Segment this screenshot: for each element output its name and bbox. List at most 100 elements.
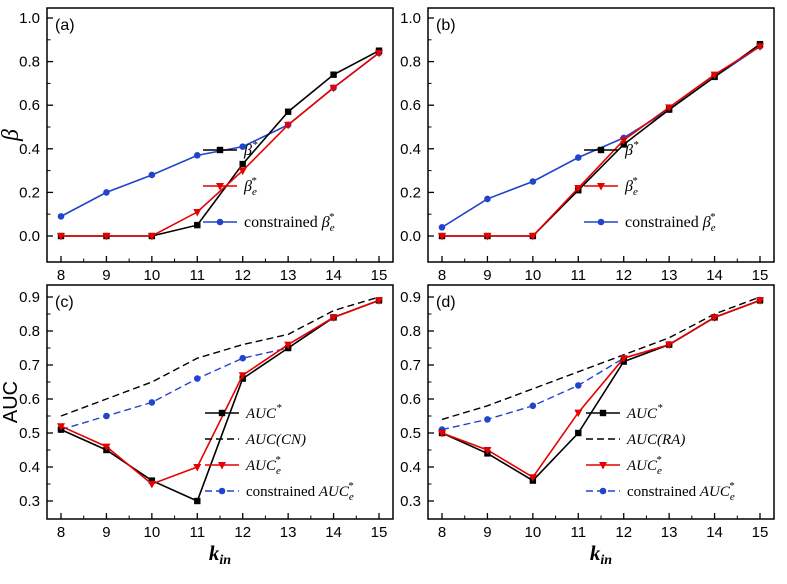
panel-letter-a: (a): [55, 17, 75, 34]
x-tick-label: 9: [483, 524, 491, 541]
legend-b: β* βe* constrained βe*: [584, 139, 716, 234]
x-tick-label: 15: [752, 267, 769, 284]
y-tick-label: 0.9: [400, 289, 421, 306]
x-tick-label: 15: [371, 267, 388, 284]
x-tick-label: 12: [234, 524, 251, 541]
y-tick-label: 0.7: [400, 357, 421, 374]
y-tick-label: 0.4: [19, 459, 40, 476]
y-tick-label: 0.3: [19, 493, 40, 510]
legend-label: AUCe*: [245, 454, 281, 477]
x-tick-label: 10: [144, 267, 161, 284]
series-c-1: [60, 296, 380, 417]
x-tick-label: 13: [280, 267, 297, 284]
x-tick-label: 13: [661, 524, 678, 541]
legend-label: β*: [624, 139, 639, 159]
legend-label: AUC(RA): [626, 432, 685, 448]
legend-label: βe*: [624, 175, 638, 198]
panel-b: 8 9 10 11 12 13 14 15 0.0 0.2 0.4 0.6 0.8 1.0 (b) β* βe*…: [400, 7, 775, 284]
y-tick-label: 0.9: [19, 289, 40, 306]
axes-c: 8 9 10 11 12 13 14 15 0.3 0.4 0.5 0.6 0.7 0.8 0.9: [19, 289, 387, 541]
x-tick-label: 11: [189, 267, 205, 284]
x-tick-label: 9: [102, 524, 110, 541]
x-tick-label: 10: [525, 267, 542, 284]
series-c-0: [57, 297, 383, 505]
y-tick-label: 0.6: [400, 391, 421, 408]
legend-label: βe*: [243, 175, 257, 198]
y-axis-label-auc: AUC: [0, 381, 22, 423]
legend-label: constrained βe*: [625, 211, 716, 234]
axes-a: 8 9 10 11 12 13 14 15 0.0 0.2 0.4 0.6 0.8 1.0: [19, 10, 387, 284]
x-tick-label: 10: [525, 524, 542, 541]
x-tick-label: 13: [280, 524, 297, 541]
y-tick-label: 0.8: [400, 54, 421, 71]
series-a-1: [57, 49, 383, 241]
x-tick-label: 11: [570, 267, 586, 284]
x-tick-label: 8: [57, 267, 65, 284]
x-tick-label: 12: [234, 267, 251, 284]
y-tick-label: 0.4: [400, 141, 421, 158]
x-tick-label: 9: [483, 267, 491, 284]
x-tick-label: 8: [438, 267, 446, 284]
panel-letter-d: (d): [436, 294, 456, 311]
y-tick-label: 0.5: [19, 425, 40, 442]
axes-b: 8 9 10 11 12 13 14 15 0.0 0.2 0.4 0.6 0.8 1.0: [400, 10, 768, 284]
x-tick-label: 10: [144, 524, 161, 541]
y-tick-label: 0.6: [19, 391, 40, 408]
x-tick-label: 8: [57, 524, 65, 541]
y-tick-label: 1.0: [19, 10, 40, 27]
legend-c: AUC* AUC(CN) AUCe* constrained AUCe*: [205, 402, 354, 503]
legend-label: AUC*: [626, 402, 663, 422]
y-tick-label: 0.8: [19, 323, 40, 340]
axes-d: 8 9 10 11 12 13 14 15 0.3 0.4 0.5 0.6 0.7 0.8 0.9: [400, 289, 768, 541]
x-tick-label: 8: [438, 524, 446, 541]
y-tick-label: 0.8: [400, 323, 421, 340]
x-tick-label: 14: [325, 267, 342, 284]
x-tick-label: 12: [615, 267, 632, 284]
x-tick-label: 11: [189, 524, 205, 541]
x-tick-label: 14: [325, 524, 342, 541]
x-tick-label: 14: [706, 267, 723, 284]
y-tick-label: 0.7: [19, 357, 40, 374]
panel-c: 8 9 10 11 12 13 14 15 0.3 0.4 0.5 0.6 0.7 0.8 0.9 (c) AU…: [19, 284, 394, 541]
panel-d: 8 9 10 11 12 13 14 15 0.3 0.4 0.5 0.6 0.7 0.8 0.9 (d) AU…: [400, 284, 775, 541]
series-b-2: [438, 43, 764, 231]
x-tick-label: 15: [752, 524, 769, 541]
y-tick-label: 0.0: [19, 228, 40, 245]
legend-label: constrained AUCe*: [627, 480, 735, 503]
y-tick-label: 0.6: [19, 97, 40, 114]
x-tick-label: 15: [371, 524, 388, 541]
series-c-2: [57, 297, 383, 489]
legend-label: AUCe*: [626, 454, 662, 477]
legend-label: constrained AUCe*: [246, 480, 354, 503]
legend-label: AUC*: [245, 402, 282, 422]
x-axis-label-kin-left: kin: [209, 541, 231, 568]
series-b-0: [438, 40, 764, 240]
y-tick-label: 0.3: [400, 493, 421, 510]
series-b-1: [438, 43, 764, 241]
y-tick-label: 0.5: [400, 425, 421, 442]
legend-a: β* βe* constrained βe*: [203, 139, 335, 234]
y-tick-label: 0.2: [400, 184, 421, 201]
x-tick-label: 12: [615, 524, 632, 541]
legend-d: AUC* AUC(RA) AUCe* constrained AUCe*: [586, 402, 735, 503]
series-d-2: [438, 297, 764, 482]
y-tick-label: 0.8: [19, 54, 40, 71]
y-axis-label-beta: β: [0, 129, 24, 142]
series-d-1: [441, 296, 761, 421]
y-tick-label: 1.0: [400, 10, 421, 27]
legend-label: constrained βe*: [244, 211, 335, 234]
legend-label: AUC(CN): [245, 432, 306, 448]
panel-letter-c: (c): [55, 294, 74, 311]
y-tick-label: 0.2: [19, 184, 40, 201]
y-tick-label: 0.0: [400, 228, 421, 245]
y-tick-label: 0.4: [19, 141, 40, 158]
y-tick-label: 0.4: [400, 459, 421, 476]
x-tick-label: 9: [102, 267, 110, 284]
panel-letter-b: (b): [436, 17, 456, 34]
y-tick-label: 0.6: [400, 97, 421, 114]
panel-a: 8 9 10 11 12 13 14 15 0.0 0.2 0.4 0.6 0.8 1.0 (a) β* βe*…: [19, 7, 394, 284]
x-tick-label: 11: [570, 524, 586, 541]
x-tick-label: 14: [706, 524, 723, 541]
